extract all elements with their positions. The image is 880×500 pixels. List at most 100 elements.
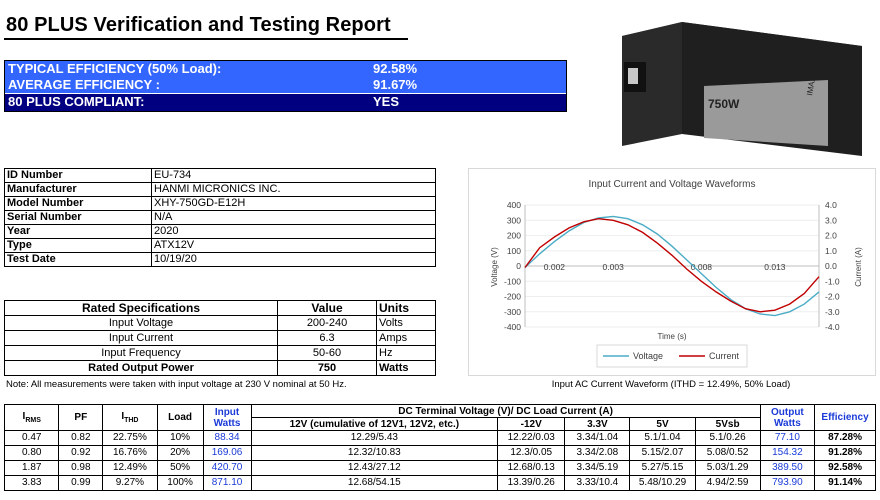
cell-ithd: 12.49% — [102, 460, 158, 476]
table-row: ID Number EU-734 — [4, 168, 436, 183]
table-row: 0.47 0.82 22.75% 10% 88.34 12.29/5.43 12.22/0.… — [3, 430, 876, 446]
table-row: Manufacturer HANMI MICRONICS INC. — [4, 182, 436, 197]
y2-tick-label: -3.0 — [825, 307, 840, 317]
id-key: Year — [4, 224, 152, 239]
cell-ithd: 9.27% — [102, 475, 158, 491]
cell-input-watts: 88.34 — [202, 430, 252, 446]
ithd-header: ITHD — [102, 404, 158, 431]
rated-value-header: Value — [277, 300, 377, 316]
table-row: Type ATX12V — [4, 238, 436, 253]
cell-v33: 3.34/1.04 — [564, 430, 631, 446]
typical-efficiency-row: TYPICAL EFFICIENCY (50% Load): 92.58% — [5, 61, 566, 77]
cell-pf: 0.92 — [58, 445, 104, 461]
legend-box — [596, 344, 748, 368]
chart-legend: Voltage Current — [596, 344, 748, 368]
cell-pf: 0.99 — [58, 475, 104, 491]
cell-vm12: 12.22/0.03 — [497, 430, 566, 446]
y-tick-label: 200 — [507, 231, 521, 241]
table-row: Input Frequency 50-60 Hz — [4, 345, 436, 361]
id-key: Model Number — [4, 196, 152, 211]
chart-title: Input Current and Voltage Waveforms — [589, 179, 756, 190]
average-efficiency-value: 91.67% — [373, 77, 418, 92]
y-tick-label: 100 — [507, 246, 521, 256]
id-value: HANMI MICRONICS INC. — [151, 182, 436, 197]
cell-load: 50% — [156, 460, 204, 476]
y2-tick-label: -4.0 — [825, 322, 840, 332]
y2-tick-label: 0.0 — [825, 261, 837, 271]
chart-series — [524, 215, 820, 317]
cell-efficiency: 87.28% — [814, 430, 876, 446]
rated-unit: Watts — [376, 360, 436, 376]
cell-v5: 5.15/2.07 — [629, 445, 696, 461]
cell-output-watts: 77.10 — [759, 430, 816, 446]
y-tick-label: -100 — [504, 276, 521, 286]
table-row: 1.87 0.98 12.49% 50% 420.70 12.43/27.12 12.68/… — [3, 460, 876, 476]
input-watts-header: Input Watts — [202, 404, 252, 431]
y-tick-label: 400 — [507, 200, 521, 210]
series-line-current — [524, 217, 820, 313]
id-key: Manufacturer — [4, 182, 152, 197]
rated-value: 200-240 — [277, 315, 377, 331]
psu-front-face — [622, 22, 682, 146]
cell-v12: 12.43/27.12 — [250, 460, 499, 476]
cell-output-watts: 793.90 — [759, 475, 816, 491]
table-row: Input Current 6.3 Amps — [4, 330, 436, 346]
cell-efficiency: 91.14% — [814, 475, 876, 491]
id-key: ID Number — [4, 168, 152, 183]
table-header-row: Rated Specifications Value Units — [4, 300, 436, 316]
cell-load: 20% — [156, 445, 204, 461]
measurement-note: Note: All measurements were taken with i… — [6, 379, 347, 390]
legend-current-label: Current — [709, 351, 740, 361]
x-tick-label: 0.013 — [764, 262, 786, 272]
cell-v12: 12.68/54.15 — [250, 475, 499, 491]
ithd-header-sub: THD — [124, 417, 139, 424]
psu-photo: 750W IMAX — [622, 22, 862, 156]
irms-header: IRMS — [3, 404, 60, 431]
table-row: Model Number XHY-750GD-E12H — [4, 196, 436, 211]
typical-efficiency-label: TYPICAL EFFICIENCY (50% Load): — [8, 61, 222, 76]
y2-axis-label: Current (A) — [854, 247, 863, 287]
cell-ithd: 22.75% — [102, 430, 158, 446]
y2-tick-label: -2.0 — [825, 292, 840, 302]
title-underline — [4, 38, 408, 40]
series-line-voltage — [524, 215, 820, 317]
table-header-row: IRMS PF ITHD Load Input Watts DC Termina… — [3, 404, 876, 431]
identity-table: ID Number EU-734 Manufacturer HANMI MICRON… — [4, 168, 436, 267]
efficiency-test-table: IRMS PF ITHD Load Input Watts DC Termina… — [3, 404, 876, 491]
id-value: EU-734 — [151, 168, 436, 183]
typical-efficiency-value: 92.58% — [373, 61, 418, 76]
rated-spec: Rated Output Power — [4, 360, 278, 376]
cell-input-watts: 420.70 — [202, 460, 252, 476]
table-row: 0.80 0.92 16.76% 20% 169.06 12.32/10.83 12.3/0… — [3, 445, 876, 461]
id-key: Serial Number — [4, 210, 152, 225]
cell-pf: 0.82 — [58, 430, 104, 446]
rated-value: 750 — [277, 360, 377, 376]
y2-tick-label: 3.0 — [825, 215, 837, 225]
table-row: Serial Number N/A — [4, 210, 436, 225]
cell-v33: 3.34/2.08 — [564, 445, 631, 461]
y2-tick-label: 2.0 — [825, 231, 837, 241]
ithd-header-text: I — [121, 411, 125, 422]
rated-value: 6.3 — [277, 330, 377, 346]
rated-unit: Hz — [376, 345, 436, 361]
y2-tick-label: -1.0 — [825, 276, 840, 286]
id-value: 10/19/20 — [151, 252, 436, 267]
efficiency-header: Efficiency — [814, 404, 876, 431]
v33-header: 3.3V — [564, 417, 631, 431]
cell-efficiency: 92.58% — [814, 460, 876, 476]
rated-spec: Input Voltage — [4, 315, 278, 331]
efficiency-summary: TYPICAL EFFICIENCY (50% Load): 92.58% AV… — [4, 60, 567, 112]
x-tick-label: 0.002 — [544, 262, 566, 272]
cell-irms: 0.80 — [3, 445, 60, 461]
cell-v5: 5.48/10.29 — [629, 475, 696, 491]
average-efficiency-label: AVERAGE EFFICIENCY : — [8, 77, 160, 92]
chart-axes: 400 300 200 100 0 -100 -200 -300 -400 4.0 3.0 2.0 1.… — [504, 200, 840, 332]
cell-output-watts: 389.50 — [759, 460, 816, 476]
pf-header: PF — [58, 404, 104, 431]
rated-spec-header: Rated Specifications — [4, 300, 278, 316]
cell-input-watts: 871.10 — [202, 475, 252, 491]
id-key: Type — [4, 238, 152, 253]
cell-input-watts: 169.06 — [202, 445, 252, 461]
id-value: ATX12V — [151, 238, 436, 253]
cell-vm12: 12.3/0.05 — [497, 445, 566, 461]
